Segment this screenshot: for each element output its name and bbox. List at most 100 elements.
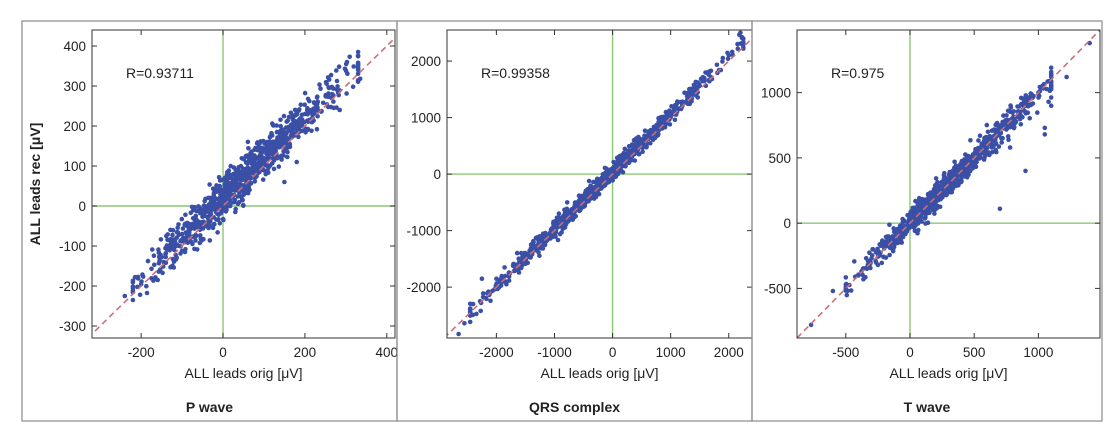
data-point: [218, 211, 223, 216]
data-point: [1048, 95, 1054, 100]
data-point: [221, 217, 226, 223]
data-point: [574, 200, 579, 205]
data-point: [937, 195, 943, 200]
data-point: [555, 237, 561, 243]
data-point: [595, 180, 601, 185]
y-tick-label: 100: [63, 159, 86, 174]
data-point: [843, 282, 849, 287]
data-point: [524, 260, 530, 265]
data-point: [625, 151, 630, 156]
data-point: [167, 247, 172, 253]
y-axis-label: ALL leads rec [μV]: [27, 123, 43, 246]
data-point: [350, 84, 356, 89]
data-point: [156, 247, 161, 252]
data-point: [351, 64, 357, 69]
data-point: [932, 193, 938, 199]
data-point: [227, 203, 233, 209]
data-point: [633, 145, 639, 150]
data-point: [867, 250, 872, 255]
data-point: [269, 133, 275, 138]
data-point: [323, 79, 329, 85]
data-point: [149, 276, 154, 281]
data-point: [249, 149, 254, 154]
data-point: [331, 86, 336, 91]
data-point: [206, 195, 211, 201]
data-point: [478, 308, 484, 314]
y-tick-label: -1000: [406, 224, 441, 239]
data-point: [863, 255, 869, 261]
data-point: [228, 163, 233, 169]
data-point: [344, 91, 349, 96]
data-point: [180, 226, 186, 231]
data-point: [1013, 120, 1018, 125]
data-point: [241, 202, 246, 208]
data-point: [662, 119, 668, 124]
y-tick-label: -500: [764, 281, 791, 296]
data-point: [488, 298, 493, 304]
data-point: [1036, 95, 1041, 100]
data-point: [999, 136, 1004, 141]
data-point: [560, 226, 566, 232]
data-point: [355, 62, 361, 67]
data-point: [925, 207, 931, 213]
data-point: [642, 128, 648, 133]
data-point: [315, 114, 320, 119]
data-point: [130, 278, 136, 284]
data-point: [1018, 122, 1024, 127]
data-point: [158, 237, 164, 242]
data-point: [992, 138, 998, 144]
data-point: [211, 194, 216, 199]
data-point: [977, 156, 982, 161]
data-point: [735, 46, 741, 51]
panel-frame: [751, 20, 1103, 422]
data-point: [720, 55, 726, 61]
data-point: [674, 101, 679, 107]
y-tick-label: -100: [59, 239, 86, 254]
data-point: [160, 270, 165, 276]
data-point: [497, 279, 502, 284]
data-point: [887, 222, 892, 227]
data-point: [290, 121, 295, 127]
data-point: [993, 148, 999, 153]
data-point: [738, 30, 743, 36]
data-point: [462, 321, 467, 326]
data-point: [153, 275, 158, 280]
data-point: [163, 260, 169, 266]
data-point: [282, 138, 288, 143]
data-point: [907, 225, 913, 230]
y-tick-label: -200: [59, 279, 86, 294]
data-point: [252, 179, 258, 184]
data-point: [946, 179, 951, 184]
data-point: [163, 254, 168, 260]
data-point: [245, 139, 251, 145]
data-point: [1026, 95, 1031, 101]
data-point: [239, 169, 244, 174]
data-point: [287, 141, 293, 147]
plot-area: [447, 30, 752, 338]
data-point: [503, 279, 509, 285]
data-point: [304, 108, 310, 113]
data-point: [580, 193, 585, 199]
data-point: [531, 240, 536, 245]
data-point: [1005, 117, 1010, 123]
data-point: [621, 155, 627, 161]
data-point: [171, 240, 177, 246]
data-point: [334, 68, 339, 73]
data-point: [151, 253, 157, 258]
data-point: [1008, 105, 1014, 110]
data-point: [891, 226, 896, 231]
data-point: [1017, 116, 1023, 122]
data-point: [976, 138, 981, 143]
data-point: [230, 200, 235, 205]
data-point: [343, 61, 349, 67]
plot-area: [797, 30, 1100, 338]
data-point: [191, 223, 196, 228]
data-point: [480, 294, 486, 300]
data-point: [159, 254, 164, 260]
y-tick-label: 0: [78, 199, 86, 214]
data-point: [207, 238, 213, 243]
data-point: [210, 200, 216, 206]
scatter-panel-2: -2000 -1000 0 1000 2000 -2000 -1000 0 1000 2000 R=…: [396, 20, 753, 422]
data-point: [236, 200, 242, 205]
data-point: [156, 261, 162, 266]
